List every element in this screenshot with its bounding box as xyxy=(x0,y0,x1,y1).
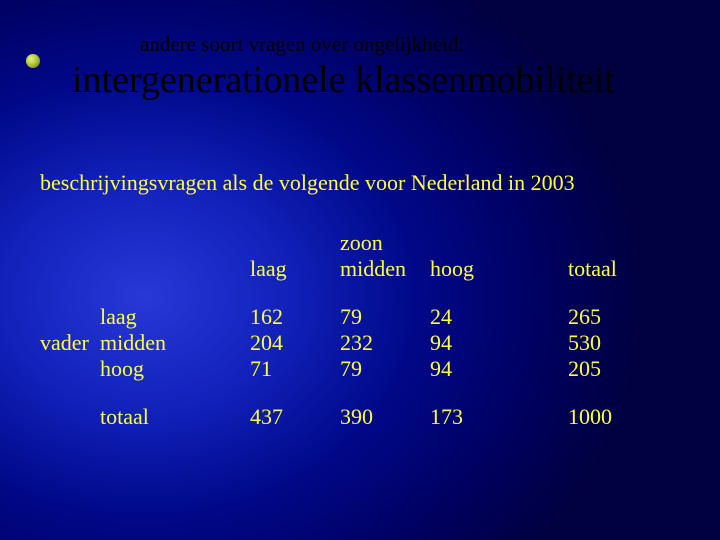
cell: 94 xyxy=(430,330,520,356)
vader-label: vader xyxy=(40,330,100,356)
total-cell: 437 xyxy=(250,404,340,430)
total-cell: 173 xyxy=(430,404,520,430)
cell: 232 xyxy=(340,330,430,356)
table-header-zoon: zoon xyxy=(40,230,658,256)
cell: 24 xyxy=(430,304,520,330)
slide-title: intergenerationele klassenmobiliteit xyxy=(72,58,615,102)
row-total: 530 xyxy=(568,330,658,356)
row-header-midden: midden xyxy=(100,330,250,356)
cell: 71 xyxy=(250,356,340,382)
table-row: laag 162 79 24 265 xyxy=(40,304,658,330)
slide-description: beschrijvingsvragen als de volgende voor… xyxy=(40,170,575,196)
slide-subtitle: andere soort vragen over ongelijkheid: xyxy=(140,32,464,57)
table-header-cols: laag midden hoog totaal xyxy=(40,256,658,282)
bullet-icon xyxy=(26,54,40,68)
row-total: 205 xyxy=(568,356,658,382)
cell: 79 xyxy=(340,356,430,382)
row-header-totaal: totaal xyxy=(100,404,250,430)
col-header-hoog: hoog xyxy=(430,256,520,282)
col-header-laag: laag xyxy=(250,256,340,282)
row-header-laag: laag xyxy=(100,304,250,330)
cell: 204 xyxy=(250,330,340,356)
zoon-label: zoon xyxy=(340,230,430,256)
table-row: vader midden 204 232 94 530 xyxy=(40,330,658,356)
row-header-hoog: hoog xyxy=(100,356,250,382)
mobility-table: zoon laag midden hoog totaal laag 162 79… xyxy=(40,230,658,430)
col-header-midden: midden xyxy=(340,256,430,282)
col-header-totaal: totaal xyxy=(568,256,658,282)
total-cell: 390 xyxy=(340,404,430,430)
row-total: 265 xyxy=(568,304,658,330)
cell: 94 xyxy=(430,356,520,382)
grand-total: 1000 xyxy=(568,404,658,430)
cell: 79 xyxy=(340,304,430,330)
table-totals-row: totaal 437 390 173 1000 xyxy=(40,404,658,430)
cell: 162 xyxy=(250,304,340,330)
table-row: hoog 71 79 94 205 xyxy=(40,356,658,382)
